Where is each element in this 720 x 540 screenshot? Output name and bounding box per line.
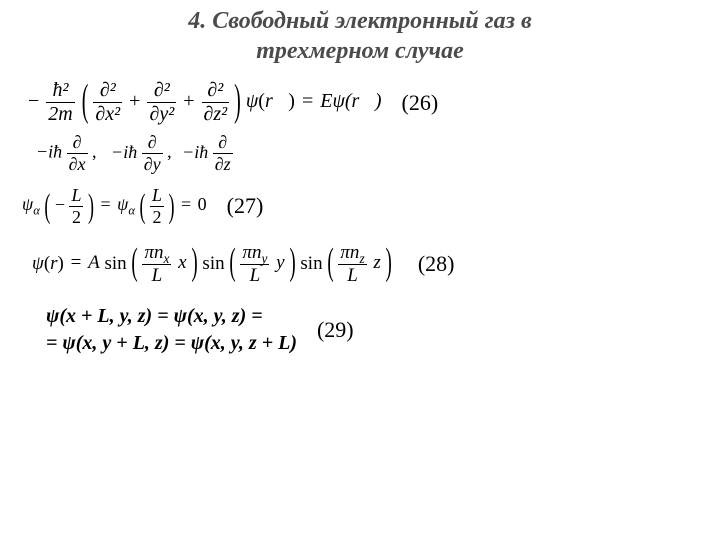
equation-29-row: ψ(x + L, y, z) = ψ(x, y, z) = = ψ(x, y +… bbox=[46, 303, 698, 357]
equation-28-row: ψ ( r) = A sin ( πnx L x ) sin ( πny L y )… bbox=[32, 243, 698, 286]
rparen-icon: ) bbox=[289, 242, 295, 286]
equation-28: ψ ( r) = A sin ( πnx L x ) sin ( πny L y )… bbox=[32, 243, 392, 286]
arg: r bbox=[50, 252, 57, 273]
lparen-icon: ( bbox=[327, 242, 333, 286]
neg: − bbox=[55, 194, 65, 214]
var-x: x bbox=[178, 252, 186, 273]
equals: = bbox=[251, 305, 262, 327]
equals: = bbox=[46, 332, 62, 354]
L-over-2-a: L 2 bbox=[69, 186, 83, 227]
var-y: y bbox=[276, 252, 284, 273]
plus: + bbox=[183, 90, 194, 112]
psi: ψ bbox=[246, 90, 258, 112]
equals: = bbox=[174, 332, 190, 354]
pinx-over-L: πnx L bbox=[142, 243, 171, 286]
sin-3: sin bbox=[300, 252, 322, 273]
equals: = bbox=[71, 252, 82, 273]
psi-alpha-1: ψα bbox=[22, 194, 40, 214]
A: A bbox=[88, 252, 100, 273]
ddy: ∂ ∂y bbox=[142, 133, 163, 174]
equation-28-number: (28) bbox=[418, 251, 455, 277]
equation-29: ψ(x + L, y, z) = ψ(x, y, z) = = ψ(x, y +… bbox=[46, 303, 297, 357]
momentum-operators: −iħ ∂ ∂x , −iħ ∂ ∂y , −iħ ∂ ∂z bbox=[36, 133, 698, 174]
ddz: ∂ ∂z bbox=[213, 133, 233, 174]
L-over-2-b: L 2 bbox=[150, 186, 164, 227]
equals: = bbox=[157, 305, 173, 327]
rparen-icon: ) bbox=[168, 186, 174, 226]
equals: = bbox=[100, 194, 110, 214]
title-line-1: 4. Свободный электронный газ в bbox=[188, 8, 531, 34]
d2dx2: ∂² ∂x² bbox=[93, 80, 122, 125]
momentum-eq: −iħ ∂ ∂x , −iħ ∂ ∂y , −iħ ∂ ∂z bbox=[36, 133, 233, 174]
minus-sign: − bbox=[28, 90, 39, 112]
psi: ψ bbox=[32, 252, 44, 273]
mo-prefix-3: −iħ bbox=[182, 142, 208, 162]
rhs: Eψ(r⃗) bbox=[320, 90, 381, 112]
equation-26: − ħ² 2m ( ∂² ∂x² + ∂² ∂y² + ∂² ∂z² ) ψ(r… bbox=[28, 80, 382, 125]
equation-29-number: (29) bbox=[317, 317, 354, 343]
ddx: ∂ ∂x bbox=[67, 133, 88, 174]
equation-27-number: (27) bbox=[227, 193, 264, 219]
equation-27-row: ψα ( − L 2 ) = ψα ( L 2 ) = 0 (27) bbox=[22, 186, 698, 227]
sin-1: sin bbox=[104, 252, 126, 273]
eq29-line1: ψ(x + L, y, z) = ψ(x, y, z) = bbox=[46, 303, 297, 330]
lparen-icon: ( bbox=[82, 77, 89, 128]
lparen-icon: ( bbox=[44, 186, 50, 226]
d2dz2: ∂² ∂z² bbox=[202, 80, 230, 125]
rparen-icon: ) bbox=[88, 186, 94, 226]
lparen-icon: ( bbox=[139, 186, 145, 226]
plus: + bbox=[129, 90, 140, 112]
piny-over-L: πny L bbox=[240, 243, 269, 286]
equation-26-row: − ħ² 2m ( ∂² ∂x² + ∂² ∂y² + ∂² ∂z² ) ψ(r… bbox=[28, 80, 698, 125]
section-title: 4. Свободный электронный газ в трехмерно… bbox=[22, 6, 698, 66]
title-line-2: трехмерном случае bbox=[256, 38, 464, 64]
equals: = bbox=[302, 90, 313, 112]
rparen-icon: ) bbox=[234, 77, 241, 128]
sin-2: sin bbox=[202, 252, 224, 273]
rparen-icon: ) bbox=[386, 242, 392, 286]
var-z: z bbox=[373, 252, 380, 273]
mo-prefix-2: −iħ bbox=[111, 142, 137, 162]
equation-27: ψα ( − L 2 ) = ψα ( L 2 ) = 0 bbox=[22, 186, 207, 227]
lparen-icon: ( bbox=[131, 242, 137, 286]
pinz-over-L: πnz L bbox=[338, 243, 366, 286]
equals: = bbox=[181, 194, 191, 214]
coeff-frac: ħ² 2m bbox=[46, 80, 74, 125]
d2dy2: ∂² ∂y² bbox=[147, 80, 176, 125]
zero: 0 bbox=[198, 194, 207, 214]
eq29-line2: = ψ(x, y + L, z) = ψ(x, y, z + L) bbox=[46, 330, 297, 357]
equation-26-number: (26) bbox=[402, 90, 439, 116]
lparen-icon: ( bbox=[229, 242, 235, 286]
rparen-icon: ) bbox=[191, 242, 197, 286]
psi-alpha-2: ψα bbox=[117, 194, 135, 214]
sep: , bbox=[92, 142, 97, 162]
arg-r: r⃗ bbox=[265, 90, 288, 112]
sep: , bbox=[167, 142, 172, 162]
mo-prefix-1: −iħ bbox=[36, 142, 62, 162]
